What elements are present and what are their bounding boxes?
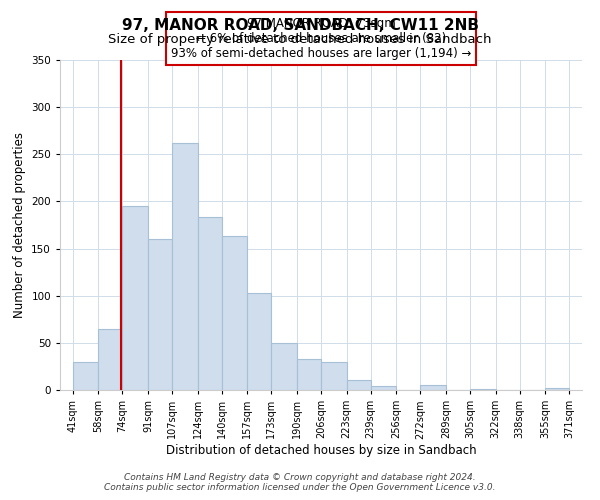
Bar [122, 206, 148, 390]
Text: 97, MANOR ROAD, SANDBACH, CW11 2NB: 97, MANOR ROAD, SANDBACH, CW11 2NB [121, 18, 479, 32]
Bar [420, 386, 446, 390]
Bar [371, 386, 396, 390]
Text: Contains HM Land Registry data © Crown copyright and database right 2024.
Contai: Contains HM Land Registry data © Crown c… [104, 473, 496, 492]
Bar [73, 362, 98, 390]
Text: Size of property relative to detached houses in Sandbach: Size of property relative to detached ho… [108, 32, 492, 46]
Bar [172, 143, 197, 390]
Bar [271, 343, 297, 390]
Bar [98, 328, 122, 390]
Text: 97 MANOR ROAD: 73sqm
← 6% of detached houses are smaller (82)
93% of semi-detach: 97 MANOR ROAD: 73sqm ← 6% of detached ho… [171, 17, 471, 60]
Bar [347, 380, 371, 390]
Bar [197, 216, 222, 390]
Bar [321, 362, 347, 390]
Bar [545, 388, 569, 390]
X-axis label: Distribution of detached houses by size in Sandbach: Distribution of detached houses by size … [166, 444, 476, 457]
Y-axis label: Number of detached properties: Number of detached properties [13, 132, 26, 318]
Bar [148, 239, 172, 390]
Bar [247, 293, 271, 390]
Bar [297, 359, 321, 390]
Bar [470, 389, 496, 390]
Bar [222, 236, 247, 390]
